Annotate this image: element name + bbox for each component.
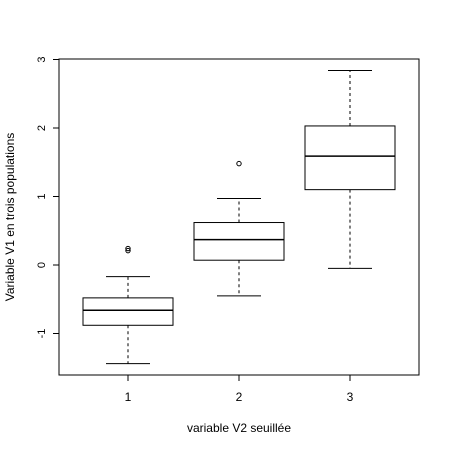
plot-frame xyxy=(58,58,420,376)
x-tick-label: 3 xyxy=(347,390,354,404)
x-axis-label: variable V2 seuillée xyxy=(187,421,291,435)
iqr-box xyxy=(304,125,396,191)
y-tick-label: 3 xyxy=(36,56,48,62)
outlier-point xyxy=(236,160,242,167)
x-axis: 1 2 3 xyxy=(125,375,354,404)
outlier-point xyxy=(125,247,131,254)
box-group-3 xyxy=(304,69,396,269)
y-tick-label: 0 xyxy=(36,262,48,268)
x-tick-label: 1 xyxy=(125,390,132,404)
x-tick-label: 2 xyxy=(236,390,243,404)
iqr-box xyxy=(82,297,174,326)
box-group-2 xyxy=(193,160,285,297)
y-tick-label: -1 xyxy=(36,329,48,339)
iqr-box xyxy=(193,222,285,261)
outlier-point xyxy=(125,245,131,252)
y-tick-label: 1 xyxy=(36,193,48,199)
y-axis: -1 0 1 2 3 xyxy=(36,56,59,338)
boxes-layer xyxy=(82,69,396,365)
y-axis-label: Variable V1 en trois populations xyxy=(3,133,17,302)
box-group-1 xyxy=(82,245,174,365)
y-tick-label: 2 xyxy=(36,125,48,131)
